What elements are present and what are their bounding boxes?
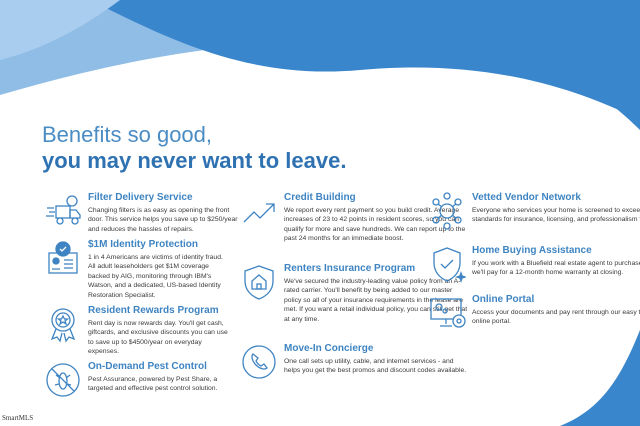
delivery-truck-icon [46,195,81,225]
network-people-icon [432,192,462,230]
benefit-item: Credit Building We report every rent pay… [243,192,469,244]
benefit-title: Vetted Vendor Network [472,192,581,203]
watermark-logo: SmartMLS [2,414,34,422]
benefit-title: Credit Building [284,192,356,203]
computer-gears-icon [430,298,466,328]
benefit-item: Move-In Concierge One call sets up utili… [242,343,469,379]
trend-up-icon [243,203,275,223]
no-bugs-icon [46,363,80,397]
benefit-item: $1M Identity Protection 1 in 4 Americans… [48,239,228,300]
headline-line1: Benefits so good, [42,122,213,147]
benefit-item: On-Demand Pest Control Pest Assurance, p… [46,361,228,397]
id-card-check-icon [48,241,78,274]
benefit-title: Filter Delivery Service [88,192,193,203]
headline-line2: you may never want to leave. [42,148,347,173]
benefit-description: Pest Assurance, powered by Pest Share, a… [88,376,218,393]
benefit-item: Vetted Vendor Network Everyone who servi… [432,192,640,230]
benefit-item: Home Buying Assistance If you work with … [433,245,640,283]
benefit-description: Access your documents and pay rent throu… [472,309,640,326]
benefit-title: Home Buying Assistance [472,245,592,256]
benefit-description: Everyone who services your home is scree… [472,207,640,224]
benefit-title: Renters Insurance Program [284,263,416,274]
benefit-title: Online Portal [472,294,535,305]
award-badge-icon [50,308,76,343]
benefit-description: We've secured the industry-leading value… [284,278,468,323]
benefit-item: Online Portal Access your documents and … [430,294,640,328]
benefit-item: Renters Insurance Program We've secured … [244,263,469,324]
benefit-title: Resident Rewards Program [88,305,219,316]
benefit-description: If you work with a Bluefield real estate… [472,260,640,277]
benefit-item: Filter Delivery Service Changing filters… [46,192,238,234]
benefit-title: On-Demand Pest Control [88,361,207,372]
phone-icon [242,345,276,379]
benefit-description: We report every rent payment so you buil… [284,207,466,243]
shield-home-icon [244,265,274,300]
shield-check-icon [433,247,466,283]
benefit-description: One call sets up utility, cable, and int… [284,358,467,375]
benefit-description: 1 in 4 Americans are victims of identity… [88,254,223,299]
benefit-title: Move-In Concierge [284,343,374,354]
benefit-description: Rent day is now rewards day. You'll get … [88,320,228,356]
benefit-item: Resident Rewards Program Rent day is now… [50,305,228,357]
benefit-title: $1M Identity Protection [88,239,199,250]
benefit-description: Changing filters is as easy as opening t… [88,207,238,233]
